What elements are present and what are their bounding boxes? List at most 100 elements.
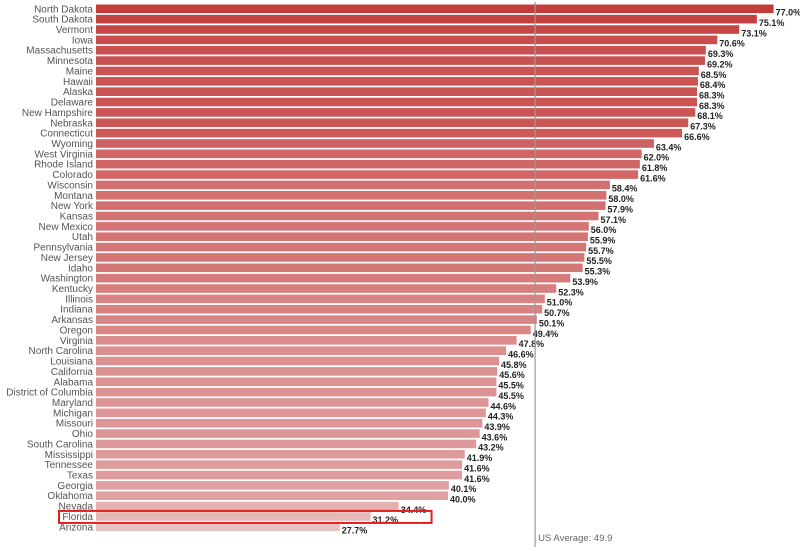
bar-arizona [96,522,340,532]
bar-minnesota [96,56,705,65]
value-label-rhode-island: 61.8% [642,163,668,173]
category-label-colorado: Colorado [52,170,93,181]
value-labels: 77.0%75.1%73.1%70.6%69.3%69.2%68.5%68.4%… [342,8,800,536]
category-label-iowa: Iowa [72,35,94,46]
bar-wyoming [96,139,654,148]
value-label-idaho: 55.3% [585,267,611,277]
bar-oregon [96,325,531,335]
value-label-pennsylvania: 55.7% [588,246,614,256]
category-label-michigan: Michigan [53,408,93,419]
value-label-new-hampshire: 68.1% [697,111,723,121]
value-label-west-virginia: 62.0% [644,153,670,163]
value-label-texas: 41.6% [464,474,490,484]
us-average-label: US Average: 49.9 [538,533,612,544]
category-label-florida: Florida [62,512,93,523]
value-label-wyoming: 63.4% [656,142,682,152]
bar-rhode-island [96,159,640,169]
bar-north-dakota [96,4,774,14]
florida-highlight-box [58,509,433,524]
category-label-tennessee: Tennessee [45,460,94,471]
value-label-district-of-columbia: 45.5% [498,391,524,401]
category-label-north-dakota: North Dakota [34,4,93,15]
bar-idaho [96,263,583,273]
bar-district-of-columbia [96,387,497,397]
bar-california [96,367,498,376]
category-label-maryland: Maryland [52,398,93,409]
category-label-oregon: Oregon [60,325,93,336]
value-label-michigan: 44.3% [488,412,514,422]
bar-new-hampshire [96,108,696,117]
category-label-pennsylvania: Pennsylvania [34,243,94,254]
value-label-california: 45.6% [499,370,525,380]
value-label-oklahoma: 40.0% [450,495,476,505]
bar-new-york [96,201,606,210]
bar-illinois [96,294,545,304]
category-label-wyoming: Wyoming [51,139,93,150]
value-label-iowa: 70.6% [719,39,745,49]
category-label-nebraska: Nebraska [50,118,93,129]
bar-south-dakota [96,14,757,24]
value-label-illinois: 51.0% [547,298,573,308]
bar-georgia [96,481,449,490]
bar-montana [96,190,607,200]
category-label-new-mexico: New Mexico [39,222,94,233]
bar-hawaii [96,77,698,86]
value-label-maine: 68.5% [701,70,727,80]
value-label-missouri: 43.9% [484,422,510,432]
category-label-virginia: Virginia [60,336,94,347]
bar-wisconsin [96,180,610,190]
category-label-massachusetts: Massachusetts [26,46,93,57]
category-label-illinois: Illinois [65,294,93,305]
category-label-hawaii: Hawaii [63,77,93,88]
category-label-maine: Maine [66,66,94,77]
category-label-north-carolina: North Carolina [29,346,94,357]
value-label-new-york: 57.9% [608,204,634,214]
value-label-arkansas: 50.1% [539,318,565,328]
category-label-minnesota: Minnesota [47,56,94,67]
value-label-wisconsin: 58.4% [612,184,638,194]
bar-alaska [96,87,698,96]
bars-group [96,4,774,532]
value-label-connecticut: 66.6% [684,132,710,142]
value-label-north-dakota: 77.0% [776,8,800,18]
bar-virginia [96,336,517,345]
category-label-new-york: New York [51,201,94,212]
value-label-florida: 31.2% [373,515,399,525]
value-label-virginia: 47.8% [519,339,545,349]
value-label-oregon: 49.4% [533,329,559,339]
value-label-delaware: 68.3% [699,101,725,111]
value-label-ohio: 43.6% [482,432,508,442]
value-label-mississippi: 41.9% [467,453,493,463]
value-label-arizona: 27.7% [342,526,368,536]
value-label-new-jersey: 55.5% [586,256,612,266]
bar-mississippi [96,449,465,459]
value-label-maryland: 44.6% [490,401,516,411]
value-label-indiana: 50.7% [544,308,570,318]
bar-north-carolina [96,346,507,355]
bar-massachusetts [96,45,706,55]
bar-ohio [96,429,480,438]
value-label-nevada: 34.4% [401,505,427,515]
category-label-ohio: Ohio [72,429,94,440]
bar-delaware [96,97,698,107]
bar-tennessee [96,460,463,469]
value-label-minnesota: 69.2% [707,59,733,69]
bar-iowa [96,35,718,45]
bar-pennsylvania [96,242,587,252]
category-label-california: California [51,367,94,378]
bar-maryland [96,398,489,407]
bar-nebraska [96,118,689,128]
value-label-south-carolina: 43.2% [478,443,504,453]
value-label-alaska: 68.3% [699,90,725,100]
value-label-louisiana: 45.8% [501,360,527,370]
bar-washington [96,273,571,283]
bar-connecticut [96,128,683,138]
value-label-north-carolina: 46.6% [508,349,534,359]
category-label-mississippi: Mississippi [45,450,93,461]
category-label-wisconsin: Wisconsin [47,180,93,191]
category-label-district-of-columbia: District of Columbia [6,388,93,399]
category-label-alabama: Alabama [54,377,94,388]
category-label-idaho: Idaho [68,263,93,274]
category-label-montana: Montana [54,191,93,202]
